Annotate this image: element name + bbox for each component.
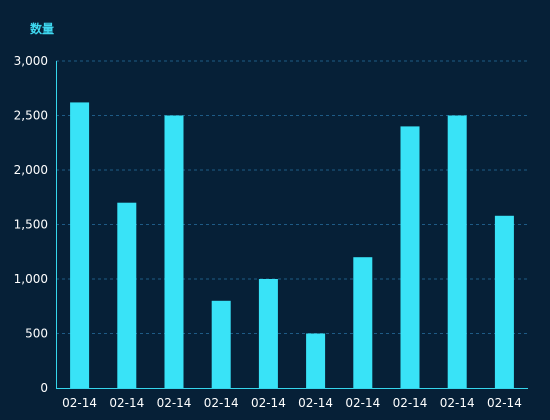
y-tick-label: 1,000: [14, 272, 48, 286]
y-tick-label: 0: [40, 381, 48, 395]
x-tick-label: 02-14: [487, 396, 522, 410]
x-tick-label: 02-14: [345, 396, 380, 410]
x-tick-label: 02-14: [298, 396, 333, 410]
bar: [447, 115, 467, 388]
y-tick-label: 2,000: [14, 163, 48, 177]
y-tick-label: 2,500: [14, 109, 48, 123]
x-tick-label: 02-14: [62, 396, 97, 410]
bar: [353, 257, 373, 388]
bar: [70, 102, 90, 389]
y-axis-ticks: 0 500 1,000 1,500 2,000 2,500 3,000: [14, 54, 48, 395]
x-tick-label: 02-14: [393, 396, 428, 410]
x-tick-label: 02-14: [157, 396, 192, 410]
bar: [164, 115, 184, 388]
bars: [70, 102, 514, 389]
x-tick-label: 02-14: [440, 396, 475, 410]
y-tick-label: 1,500: [14, 218, 48, 232]
y-tick-label: 500: [25, 327, 48, 341]
x-tick-label: 02-14: [204, 396, 239, 410]
bar: [400, 126, 420, 389]
bar: [258, 279, 278, 388]
bar: [306, 333, 326, 388]
y-tick-label: 3,000: [14, 54, 48, 68]
x-tick-label: 02-14: [109, 396, 144, 410]
y-axis-unit-label: 数量: [30, 21, 54, 36]
bar: [494, 215, 514, 388]
bar: [211, 300, 231, 388]
x-tick-label: 02-14: [251, 396, 286, 410]
bar: [117, 202, 137, 388]
x-axis-ticks: 02-14 02-14 02-14 02-14 02-14 02-14 02-14 02-14…: [62, 396, 522, 410]
